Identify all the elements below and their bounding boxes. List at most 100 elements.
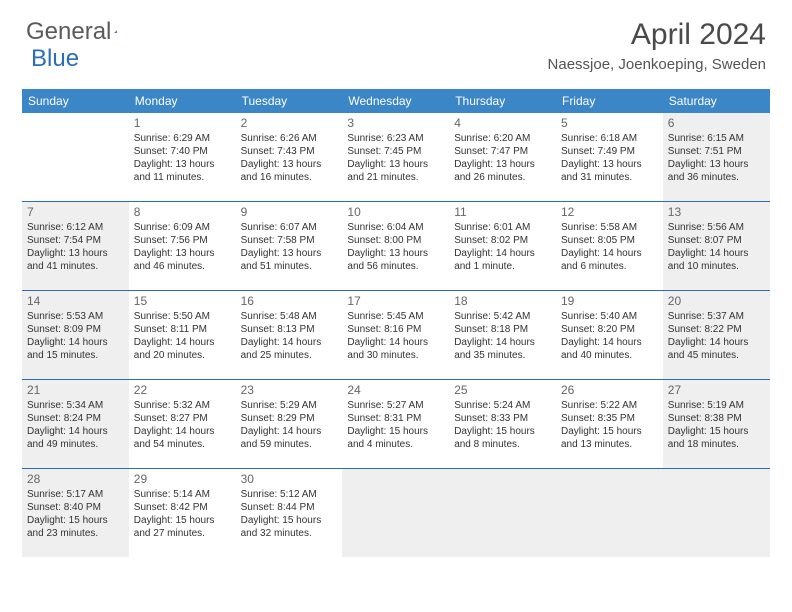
day-number: 12 <box>561 205 658 220</box>
day-header: Friday <box>556 89 663 113</box>
sunset-text: Sunset: 7:47 PM <box>454 146 551 159</box>
day-cell: 24Sunrise: 5:27 AMSunset: 8:31 PMDayligh… <box>342 380 449 468</box>
daylight-text: Daylight: 13 hours and 56 minutes. <box>347 248 444 274</box>
day-number: 5 <box>561 116 658 131</box>
daylight-text: Daylight: 14 hours and 30 minutes. <box>347 337 444 363</box>
sunrise-text: Sunrise: 5:48 AM <box>241 311 338 324</box>
sunset-text: Sunset: 7:49 PM <box>561 146 658 159</box>
day-cell: 22Sunrise: 5:32 AMSunset: 8:27 PMDayligh… <box>129 380 236 468</box>
day-number: 21 <box>27 383 124 398</box>
week-row: 1 Sunrise: 6:29 AMSunset: 7:40 PMDaylight… <box>22 113 770 202</box>
sunset-text: Sunset: 8:31 PM <box>347 413 444 426</box>
sunset-text: Sunset: 8:11 PM <box>134 324 231 337</box>
sunrise-text: Sunrise: 5:53 AM <box>27 311 124 324</box>
sunrise-text: Sunrise: 6:26 AM <box>241 133 338 146</box>
daylight-text: Daylight: 14 hours and 49 minutes. <box>27 426 124 452</box>
day-cell: 29Sunrise: 5:14 AMSunset: 8:42 PMDayligh… <box>129 469 236 557</box>
sunset-text: Sunset: 8:20 PM <box>561 324 658 337</box>
daylight-text: Daylight: 14 hours and 40 minutes. <box>561 337 658 363</box>
sunset-text: Sunset: 7:40 PM <box>134 146 231 159</box>
sunset-text: Sunset: 8:02 PM <box>454 235 551 248</box>
sunset-text: Sunset: 8:24 PM <box>27 413 124 426</box>
sunset-text: Sunset: 8:18 PM <box>454 324 551 337</box>
day-number: 9 <box>241 205 338 220</box>
daylight-text: Daylight: 13 hours and 46 minutes. <box>134 248 231 274</box>
title-block: April 2024 Naessjoe, Joenkoeping, Sweden <box>548 18 766 73</box>
week-row: 21Sunrise: 5:34 AMSunset: 8:24 PMDayligh… <box>22 380 770 469</box>
day-number: 10 <box>347 205 444 220</box>
day-cell: 7Sunrise: 6:12 AMSunset: 7:54 PMDaylight… <box>22 202 129 290</box>
day-number: 23 <box>241 383 338 398</box>
day-number: 17 <box>347 294 444 309</box>
sunrise-text: Sunrise: 6:29 AM <box>134 133 231 146</box>
sunset-text: Sunset: 7:56 PM <box>134 235 231 248</box>
sunrise-text: Sunrise: 6:18 AM <box>561 133 658 146</box>
day-number: 22 <box>134 383 231 398</box>
day-number: 1 <box>134 116 231 131</box>
day-number: 2 <box>241 116 338 131</box>
sunset-text: Sunset: 8:05 PM <box>561 235 658 248</box>
sunset-text: Sunset: 8:44 PM <box>241 502 338 515</box>
day-cell-empty <box>556 469 663 557</box>
sunrise-text: Sunrise: 5:40 AM <box>561 311 658 324</box>
sunset-text: Sunset: 8:22 PM <box>668 324 765 337</box>
sunrise-text: Sunrise: 5:22 AM <box>561 400 658 413</box>
sunrise-text: Sunrise: 5:12 AM <box>241 489 338 502</box>
sunrise-text: Sunrise: 6:12 AM <box>27 222 124 235</box>
sunset-text: Sunset: 7:58 PM <box>241 235 338 248</box>
day-cell: 27Sunrise: 5:19 AMSunset: 8:38 PMDayligh… <box>663 380 770 468</box>
daylight-text: Daylight: 13 hours and 51 minutes. <box>241 248 338 274</box>
sunset-text: Sunset: 8:40 PM <box>27 502 124 515</box>
day-cell: 8Sunrise: 6:09 AMSunset: 7:56 PMDaylight… <box>129 202 236 290</box>
sunset-text: Sunset: 8:33 PM <box>454 413 551 426</box>
day-cell: 19Sunrise: 5:40 AMSunset: 8:20 PMDayligh… <box>556 291 663 379</box>
weeks-container: 1Sunrise: 6:29 AMSunset: 7:40 PMDaylight… <box>22 113 770 557</box>
sunset-text: Sunset: 8:13 PM <box>241 324 338 337</box>
sunrise-text: Sunrise: 6:07 AM <box>241 222 338 235</box>
day-cell: 10Sunrise: 6:04 AMSunset: 8:00 PMDayligh… <box>342 202 449 290</box>
day-number: 18 <box>454 294 551 309</box>
sunrise-text: Sunrise: 6:23 AM <box>347 133 444 146</box>
header: General April 2024 Naessjoe, Joenkoeping… <box>0 0 792 79</box>
day-header: Monday <box>129 89 236 113</box>
daylight-text: Daylight: 15 hours and 18 minutes. <box>668 426 765 452</box>
day-cell: 21 Sunrise: 5:34 AMSunset: 8:24 PMDayligh… <box>22 380 129 468</box>
day-number: 16 <box>241 294 338 309</box>
day-number: 20 <box>668 294 765 309</box>
sunrise-text: Sunrise: 5:27 AM <box>347 400 444 413</box>
sunset-text: Sunset: 8:42 PM <box>134 502 231 515</box>
day-cell-empty <box>22 113 129 201</box>
day-number: 15 <box>134 294 231 309</box>
location: Naessjoe, Joenkoeping, Sweden <box>548 56 766 73</box>
sunset-text: Sunset: 8:07 PM <box>668 235 765 248</box>
day-header: Tuesday <box>236 89 343 113</box>
sunrise-text: Sunrise: 5:42 AM <box>454 311 551 324</box>
sunrise-text: Sunrise: 5:58 AM <box>561 222 658 235</box>
day-cell: 16 Sunrise: 5:48 AMSunset: 8:13 PMDayligh… <box>236 291 343 379</box>
day-header: Saturday <box>663 89 770 113</box>
sunrise-text: Sunrise: 6:15 AM <box>668 133 765 146</box>
daylight-text: Daylight: 15 hours and 27 minutes. <box>134 515 231 541</box>
day-cell: 1 Sunrise: 6:29 AMSunset: 7:40 PMDaylight… <box>129 113 236 201</box>
day-cell: 30Sunrise: 5:12 AMSunset: 8:44 PMDayligh… <box>236 469 343 557</box>
daylight-text: Daylight: 14 hours and 25 minutes. <box>241 337 338 363</box>
sunset-text: Sunset: 7:54 PM <box>27 235 124 248</box>
daylight-text: Daylight: 14 hours and 45 minutes. <box>668 337 765 363</box>
daylight-text: Daylight: 13 hours and 11 minutes. <box>134 159 231 185</box>
daylight-text: Daylight: 15 hours and 23 minutes. <box>27 515 124 541</box>
day-number: 30 <box>241 472 338 487</box>
sunrise-text: Sunrise: 5:34 AM <box>27 400 124 413</box>
day-cell-empty <box>663 469 770 557</box>
daylight-text: Daylight: 15 hours and 8 minutes. <box>454 426 551 452</box>
day-cell: 25Sunrise: 5:24 AMSunset: 8:33 PMDayligh… <box>449 380 556 468</box>
day-number: 8 <box>134 205 231 220</box>
sunrise-text: Sunrise: 5:45 AM <box>347 311 444 324</box>
sunrise-text: Sunrise: 5:24 AM <box>454 400 551 413</box>
logo-sub: Blue <box>31 45 79 73</box>
day-header: Thursday <box>449 89 556 113</box>
month-year: April 2024 <box>548 18 766 52</box>
day-cell: 2Sunrise: 6:26 AMSunset: 7:43 PMDaylight… <box>236 113 343 201</box>
sunset-text: Sunset: 8:27 PM <box>134 413 231 426</box>
sunrise-text: Sunrise: 6:01 AM <box>454 222 551 235</box>
day-cell: 26Sunrise: 5:22 AMSunset: 8:35 PMDayligh… <box>556 380 663 468</box>
